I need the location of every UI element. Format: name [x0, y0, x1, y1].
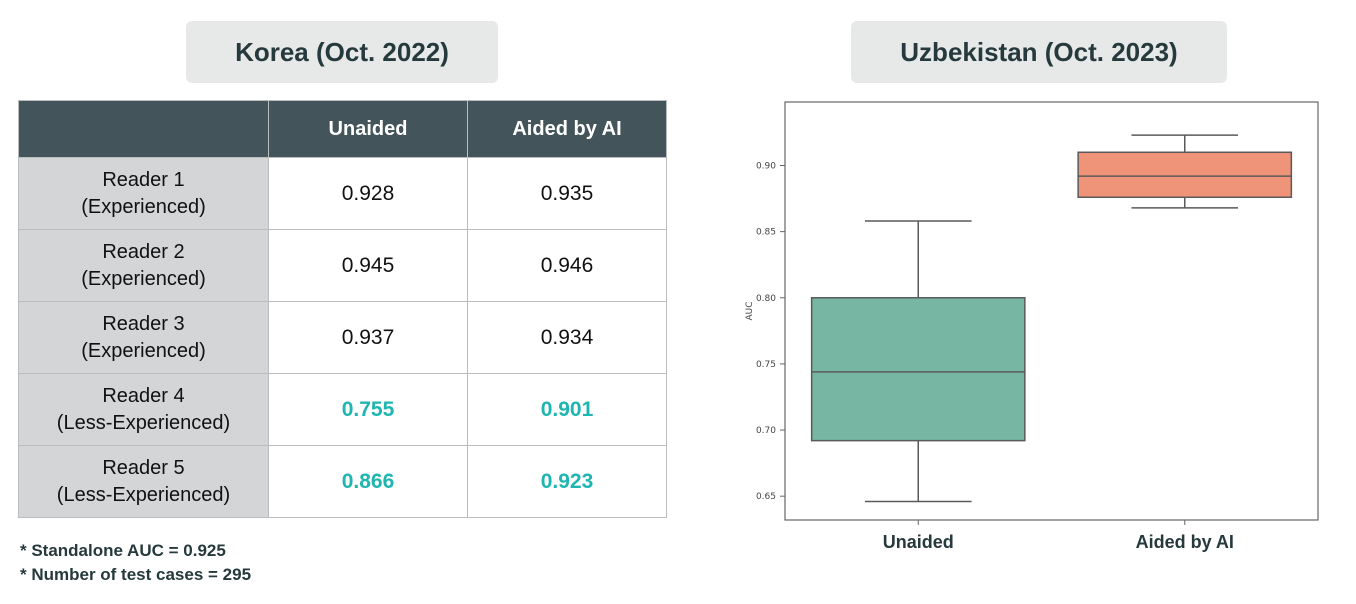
uzbekistan-title: Uzbekistan (Oct. 2023): [851, 21, 1227, 83]
x-tick-label: Unaided: [883, 532, 954, 552]
aided-value: 0.934: [467, 301, 667, 374]
table-header-row: Unaided Aided by AI: [18, 100, 667, 158]
reader-experience: (Less-Experienced): [56, 483, 231, 506]
y-tick-label: 0.70: [756, 426, 776, 436]
reader-name: Reader 5 (Less-Experienced): [18, 445, 269, 518]
reader-experience: (Experienced): [81, 195, 206, 218]
y-axis: 0.65 0.70 0.75 0.80 0.85 0.90: [756, 161, 785, 502]
aided-value: 0.935: [467, 157, 667, 230]
y-tick-label: 0.75: [756, 360, 776, 370]
footnote-test-cases: * Number of test cases = 295: [20, 565, 252, 584]
y-axis-label: AUC: [745, 301, 755, 320]
reader-auc-table: Unaided Aided by AI Reader 1 (Experienced…: [18, 100, 667, 518]
reader-label: Reader 5: [102, 456, 185, 479]
table-row: Reader 2 (Experienced) 0.945 0.946: [18, 229, 667, 302]
table-row: Reader 1 (Experienced) 0.928 0.935: [18, 157, 667, 230]
iqr-box: [810, 297, 1026, 442]
iqr-box: [1077, 151, 1293, 198]
reader-experience: (Experienced): [81, 267, 206, 290]
header-reader: [18, 100, 269, 158]
reader-name: Reader 3 (Experienced): [18, 301, 269, 374]
auc-boxplot: 0.65 0.70 0.75 0.80 0.85 0.90 AUC Unaided Aide…: [745, 101, 1319, 552]
reader-name: Reader 2 (Experienced): [18, 229, 269, 302]
reader-name: Reader 1 (Experienced): [18, 157, 269, 230]
reader-experience: (Experienced): [81, 339, 206, 362]
header-unaided: Unaided: [268, 100, 468, 158]
reader-label: Reader 4: [102, 384, 185, 407]
x-axis: Unaided Aided by AI: [883, 520, 1234, 552]
y-tick-label: 0.80: [756, 294, 776, 304]
aided-value: 0.946: [467, 229, 667, 302]
unaided-value: 0.945: [268, 229, 468, 302]
unaided-value: 0.937: [268, 301, 468, 374]
y-tick-label: 0.85: [756, 228, 776, 238]
korea-title: Korea (Oct. 2022): [186, 21, 498, 83]
unaided-value: 0.866: [268, 445, 468, 518]
aided-value: 0.923: [467, 445, 667, 518]
y-tick-label: 0.90: [756, 161, 776, 171]
table-row: Reader 5 (Less-Experienced) 0.866 0.923: [18, 445, 667, 518]
reader-name: Reader 4 (Less-Experienced): [18, 373, 269, 446]
reader-label: Reader 2: [102, 240, 185, 263]
reader-experience: (Less-Experienced): [56, 411, 231, 434]
header-aided: Aided by AI: [467, 100, 667, 158]
reader-label: Reader 3: [102, 312, 185, 335]
table-row: Reader 3 (Experienced) 0.937 0.934: [18, 301, 667, 374]
reader-label: Reader 1: [102, 168, 185, 191]
box-series: [810, 134, 1293, 503]
unaided-value: 0.928: [268, 157, 468, 230]
y-tick-label: 0.65: [756, 492, 776, 502]
unaided-value: 0.755: [268, 373, 468, 446]
table-row: Reader 4 (Less-Experienced) 0.755 0.901: [18, 373, 667, 446]
aided-value: 0.901: [467, 373, 667, 446]
footnote-standalone-auc: * Standalone AUC = 0.925: [20, 541, 226, 560]
x-tick-label: Aided by AI: [1136, 532, 1234, 552]
